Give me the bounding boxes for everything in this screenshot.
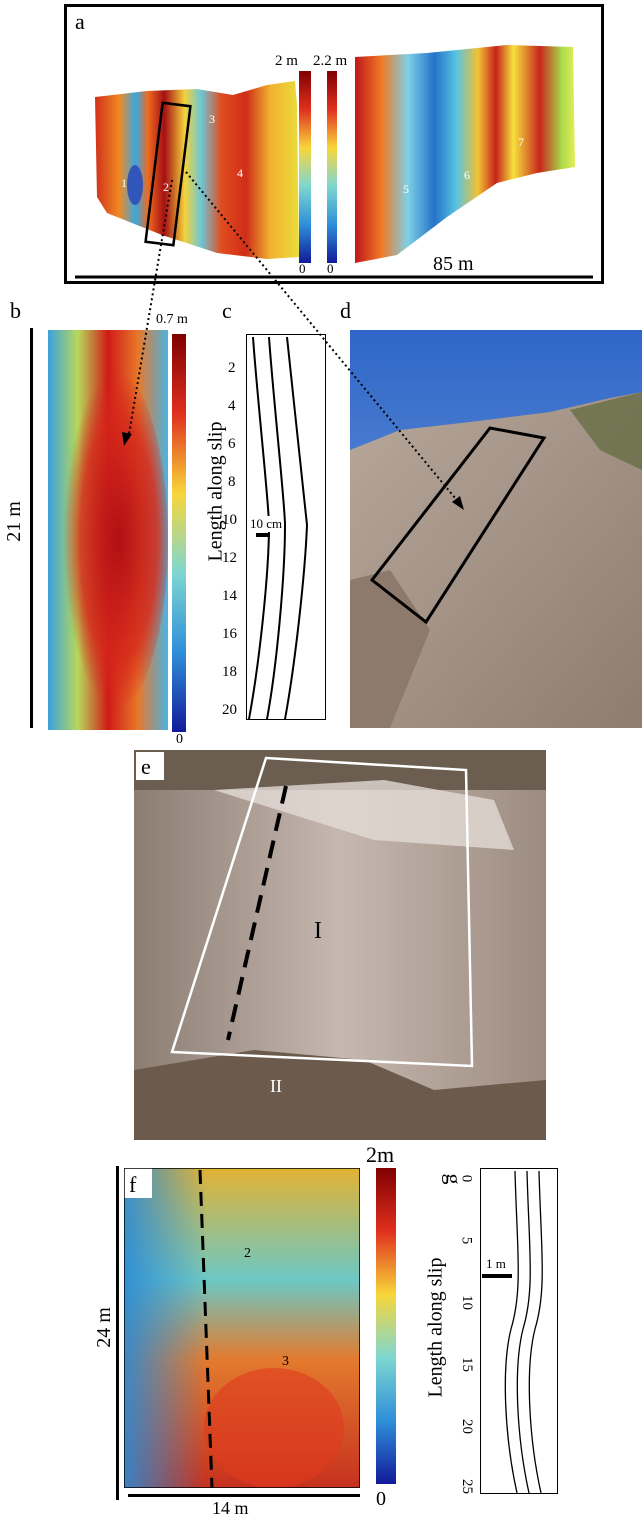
panel-c-letter: c bbox=[222, 298, 232, 323]
outcrop-box bbox=[369, 426, 547, 625]
panel-d-letter: d bbox=[340, 298, 351, 323]
vertical-scale-bar-21m bbox=[30, 328, 33, 728]
colorbar-f-min: 0 bbox=[376, 1488, 386, 1510]
panel-c-plot bbox=[246, 334, 326, 720]
slip-profile-lines-g bbox=[504, 1170, 543, 1494]
patch-4: 4 bbox=[237, 166, 243, 180]
tick-g-0: 0 bbox=[458, 1174, 475, 1183]
tick-c-16: 16 bbox=[222, 626, 237, 642]
panel-a: 1 2 3 4 5 6 7 a 2 m 2.2 m 0 0 85 m bbox=[64, 4, 604, 284]
tick-g-10: 10 bbox=[459, 1295, 475, 1310]
patch-f-2: 2 bbox=[244, 1246, 251, 1261]
colorbar-right bbox=[327, 71, 337, 263]
region-I-outline bbox=[170, 756, 474, 1068]
slip-map-b bbox=[48, 330, 168, 730]
tick-c-12: 12 bbox=[222, 550, 237, 566]
scale-label-10cm: 10 cm bbox=[250, 516, 283, 532]
patch-5: 5 bbox=[403, 182, 409, 196]
region-label-II: II bbox=[270, 1076, 282, 1096]
patch-2: 2 bbox=[163, 180, 169, 194]
tick-c-2: 2 bbox=[228, 360, 236, 376]
patch-1: 1 bbox=[121, 176, 127, 190]
slip-map-f bbox=[124, 1168, 360, 1488]
low-slip-spot bbox=[127, 165, 143, 205]
colorbar-left bbox=[299, 71, 311, 263]
colorbar-left-max: 2 m bbox=[275, 53, 298, 69]
colorbar-b-max: 0.7 m bbox=[156, 312, 188, 327]
panel-e-letter: e bbox=[141, 754, 151, 779]
tick-c-6: 6 bbox=[228, 436, 236, 452]
tick-c-8: 8 bbox=[228, 474, 236, 490]
scale-label-1m: 1 m bbox=[486, 1256, 506, 1271]
connector-arrows bbox=[122, 171, 464, 510]
colorbar-b-min: 0 bbox=[176, 732, 183, 747]
colorbar-f bbox=[376, 1168, 396, 1484]
photo-d bbox=[350, 330, 642, 728]
colorbar-f-max: 2m bbox=[366, 1142, 395, 1167]
colorbar-right-max: 2.2 m bbox=[313, 53, 348, 69]
photo-e bbox=[134, 750, 546, 1140]
colorbar-b bbox=[172, 334, 186, 732]
slip-map-left bbox=[95, 81, 299, 259]
scale-label-14m: 14 m bbox=[212, 1498, 249, 1518]
tick-g-25: 25 bbox=[459, 1479, 475, 1494]
dashed-trace-e bbox=[226, 785, 288, 1041]
tick-c-14: 14 bbox=[222, 588, 237, 604]
scale-bar-10cm bbox=[256, 533, 270, 537]
patch-3: 3 bbox=[209, 112, 215, 126]
horizontal-scale-bar-14m bbox=[128, 1494, 360, 1497]
colorbar-left-min: 0 bbox=[299, 261, 306, 276]
tick-c-20: 20 bbox=[222, 702, 237, 718]
panel-f-letter: f bbox=[129, 1172, 137, 1197]
tick-c-10: 10 bbox=[222, 512, 237, 528]
panel-b-letter: b bbox=[10, 298, 21, 323]
scale-label-85m: 85 m bbox=[433, 253, 474, 275]
tick-g-20: 20 bbox=[459, 1419, 475, 1434]
tick-g-15: 15 bbox=[459, 1357, 475, 1372]
tick-c-18: 18 bbox=[222, 664, 237, 680]
selection-box bbox=[144, 101, 192, 247]
colorbar-right-min: 0 bbox=[327, 261, 334, 276]
tick-c-4: 4 bbox=[228, 398, 236, 414]
scale-bar-1m bbox=[482, 1274, 512, 1278]
panel-a-letter: a bbox=[75, 9, 85, 34]
patch-7: 7 bbox=[518, 135, 524, 149]
patch-6: 6 bbox=[464, 168, 470, 182]
slip-map-right bbox=[355, 45, 575, 263]
tick-g-5: 5 bbox=[458, 1236, 475, 1245]
patch-f-3: 3 bbox=[282, 1354, 289, 1369]
axis-label-g: Length along slip bbox=[424, 1257, 447, 1398]
panel-a-map: 1 2 3 4 5 6 7 bbox=[75, 45, 593, 279]
scale-label-24m: 24 m bbox=[92, 1307, 115, 1348]
dashed-trace-f bbox=[198, 1169, 214, 1488]
panel-g-plot bbox=[480, 1168, 558, 1494]
region-label-I: I bbox=[314, 918, 322, 944]
vertical-scale-bar-24m bbox=[116, 1166, 119, 1500]
